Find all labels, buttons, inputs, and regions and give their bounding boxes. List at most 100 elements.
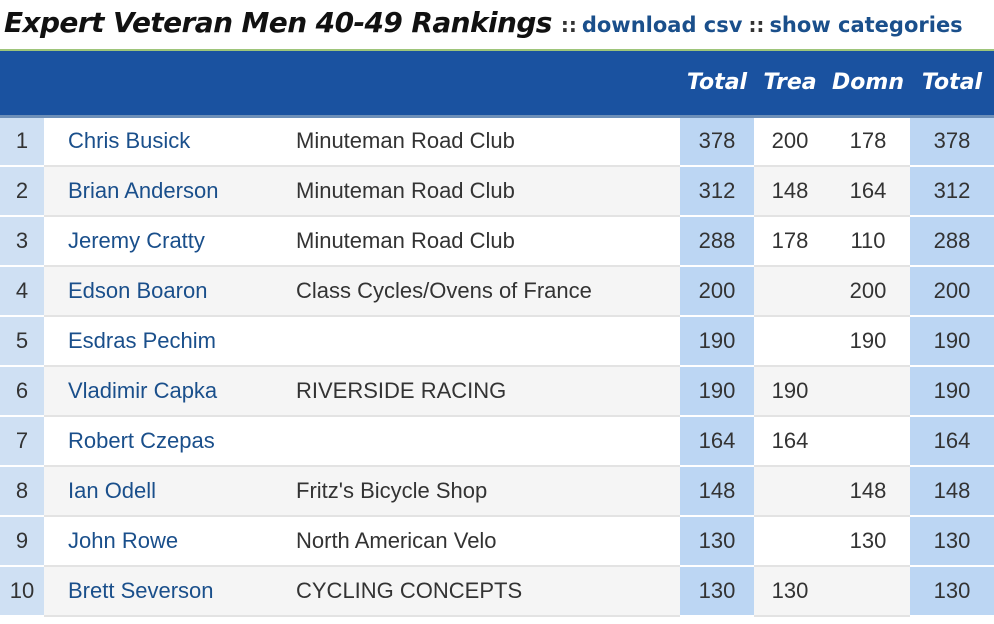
rider-name-link[interactable]: John Rowe [68,528,179,553]
domn-points-cell: 110 [826,216,910,267]
team-cell: CYCLING CONCEPTS [258,566,680,617]
rider-name-cell: Ian Odell [44,466,258,517]
total-points-cell: 148 [680,466,754,517]
trea-points-cell: 148 [754,166,826,217]
team-cell: Fritz's Bicycle Shop [258,466,680,517]
rider-name-cell: Esdras Pechim [44,316,258,367]
rider-name-cell: Vladimir Capka [44,366,258,417]
rider-name-link[interactable]: Brian Anderson [68,178,219,203]
total-points-cell: 288 [680,216,754,267]
rankings-body: 1 Chris Busick Minuteman Road Club 378 200 17… [0,116,994,617]
rider-name-cell: Jeremy Cratty [44,216,258,267]
total-points-cell-2: 190 [910,366,994,417]
rider-name-link[interactable]: Brett Severson [68,578,214,603]
total-points-cell: 190 [680,316,754,367]
domn-points-cell: 190 [826,316,910,367]
header-place [0,50,44,118]
domn-points-cell: 200 [826,266,910,317]
table-row: 10 Brett Severson CYCLING CONCEPTS 130 130 13… [0,566,994,617]
table-row: 5 Esdras Pechim 190 190 190 [0,316,994,367]
trea-points-cell: 164 [754,416,826,467]
total-points-cell-2: 312 [910,166,994,217]
trea-points-cell [754,466,826,517]
trea-points-cell: 178 [754,216,826,267]
total-points-cell: 164 [680,416,754,467]
rider-name-link[interactable]: Esdras Pechim [68,328,216,353]
trea-points-cell [754,316,826,367]
table-header-row: Total Trea Domn Total [0,50,994,118]
rider-name-link[interactable]: Edson Boaron [68,278,208,303]
rider-name-cell: Robert Czepas [44,416,258,467]
rider-name-link[interactable]: Chris Busick [68,128,191,154]
total-points-cell-2: 190 [910,316,994,367]
rank-cell: 4 [0,266,44,317]
download-csv-link[interactable]: download csv [581,13,743,37]
trea-points-cell [754,266,826,317]
total-points-cell: 130 [680,516,754,567]
show-categories-link[interactable]: show categories [769,13,963,37]
rider-name-cell: Chris Busick [44,116,258,167]
header-domn[interactable]: Domn [826,50,910,118]
trea-points-cell: 200 [754,116,826,167]
total-points-cell-2: 200 [910,266,994,317]
team-cell: Class Cycles/Ovens of France [258,266,680,317]
title-separator: :: [560,13,577,37]
trea-points-cell [754,516,826,567]
team-cell: Minuteman Road Club [258,216,680,267]
total-points-cell-2: 148 [910,466,994,517]
table-row: 6 Vladimir Capka RIVERSIDE RACING 190 190 190 [0,366,994,417]
rankings-table: Total Trea Domn Total 1 Chris Busick Minut… [0,49,994,617]
domn-points-cell: 130 [826,516,910,567]
domn-points-cell: 148 [826,466,910,517]
domn-points-cell [826,366,910,417]
rider-name-link[interactable]: Jeremy Cratty [68,228,205,253]
rider-name-cell: Edson Boaron [44,266,258,317]
rank-cell: 9 [0,516,44,567]
table-row: 3 Jeremy Cratty Minuteman Road Club 288 178 1… [0,216,994,267]
domn-points-cell [826,416,910,467]
rank-cell: 3 [0,216,44,267]
rank-cell: 2 [0,166,44,217]
team-cell: North American Velo [258,516,680,567]
table-row: 1 Chris Busick Minuteman Road Club 378 200 17… [0,116,994,167]
rank-cell: 8 [0,466,44,517]
team-cell: Minuteman Road Club [258,166,680,217]
trea-points-cell: 130 [754,566,826,617]
total-points-cell: 200 [680,266,754,317]
rider-name-cell: Brian Anderson [44,166,258,217]
rider-name-cell: Brett Severson [44,566,258,617]
total-points-cell-2: 288 [910,216,994,267]
rider-name-link[interactable]: Ian Odell [68,478,157,503]
table-row: 8 Ian Odell Fritz's Bicycle Shop 148 148 148 [0,466,994,517]
table-row: 9 John Rowe North American Velo 130 130 130 [0,516,994,567]
header-name [44,50,258,118]
domn-points-cell: 164 [826,166,910,217]
total-points-cell: 130 [680,566,754,617]
total-points-cell-2: 130 [910,566,994,617]
rank-cell: 1 [0,116,44,167]
rider-name-link[interactable]: Robert Czepas [68,428,215,453]
domn-points-cell: 178 [826,116,910,167]
total-points-cell-2: 378 [910,116,994,167]
header-total-2[interactable]: Total [910,50,994,118]
total-points-cell-2: 164 [910,416,994,467]
rank-cell: 6 [0,366,44,417]
header-team [258,50,680,118]
rider-name-cell: John Rowe [44,516,258,567]
page-title: Expert Veteran Men 40-49 Rankings [4,6,552,39]
rank-cell: 10 [0,566,44,617]
header-total[interactable]: Total [680,50,754,118]
table-row: 4 Edson Boaron Class Cycles/Ovens of Franc… [0,266,994,317]
rank-cell: 5 [0,316,44,367]
title-bar: Expert Veteran Men 40-49 Rankings :: dow… [4,6,963,44]
rank-cell: 7 [0,416,44,467]
rankings-table-container: Total Trea Domn Total 1 Chris Busick Minut… [0,49,994,617]
domn-points-cell [826,566,910,617]
trea-points-cell: 190 [754,366,826,417]
header-trea[interactable]: Trea [754,50,826,118]
rider-name-link[interactable]: Vladimir Capka [68,378,218,403]
team-cell [258,416,680,467]
team-cell: RIVERSIDE RACING [258,366,680,417]
link-separator: :: [748,13,765,37]
total-points-cell: 312 [680,166,754,217]
